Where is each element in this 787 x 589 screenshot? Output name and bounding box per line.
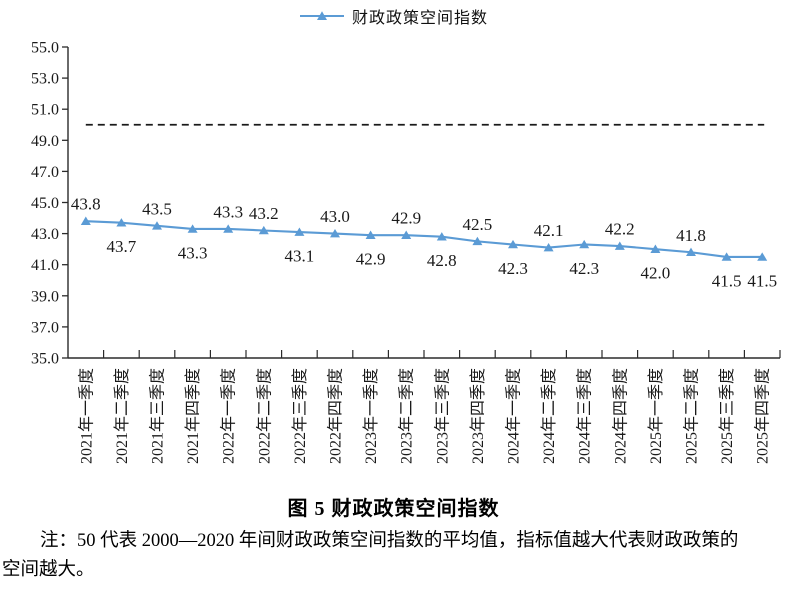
data-point-marker	[436, 232, 447, 241]
data-point-marker	[614, 241, 625, 250]
y-tick-label: 47.0	[31, 164, 59, 181]
data-point-label: 42.0	[641, 264, 671, 283]
x-category-label: 2021年四季度	[184, 368, 202, 464]
data-point-label: 41.8	[676, 226, 706, 245]
data-point-label: 43.5	[142, 199, 172, 218]
data-point-marker	[757, 252, 768, 261]
y-tick-label: 51.0	[31, 102, 59, 119]
figure-note: 注：50 代表 2000—2020 年间财政政策空间指数的平均值，指标值越大代表…	[2, 527, 785, 585]
data-point-label: 43.3	[213, 202, 243, 221]
series-line	[85, 220, 763, 258]
data-point-label: 43.8	[71, 195, 101, 214]
x-category-label: 2023年四季度	[469, 368, 487, 464]
x-axis-ticks	[102, 350, 781, 358]
data-point-label: 42.9	[356, 250, 386, 269]
data-point-marker	[365, 230, 376, 239]
y-tick-label: 35.0	[31, 351, 59, 368]
data-point-marker	[187, 224, 198, 233]
data-point-marker	[330, 229, 340, 238]
data-point-label: 42.1	[534, 221, 564, 240]
data-point-label: 43.0	[320, 207, 350, 226]
axes	[67, 47, 780, 359]
x-category-label: 2021年三季度	[149, 368, 167, 464]
chart-legend: 财政政策空间指数	[0, 4, 787, 28]
series-财政政策空间指数: 43.8 43.7 43.5 43.3 43.3 43.2 43.1 43.0 42.9 42.9…	[71, 195, 777, 291]
y-tick-label: 41.0	[31, 257, 59, 274]
data-point-marker	[80, 216, 91, 225]
data-point-marker	[152, 221, 162, 230]
data-point-marker	[223, 224, 234, 233]
x-category-label: 2025年一季度	[647, 368, 665, 464]
data-point-label: 42.9	[391, 209, 421, 228]
data-point-label: 42.2	[605, 220, 635, 239]
x-axis-labels: 2021年一季度 2021年二季度 2021年三季度 2021年四季度 2022年一季度…	[77, 368, 771, 464]
data-point-label: 42.8	[427, 251, 457, 270]
data-point-marker	[686, 247, 696, 257]
legend-label: 财政政策空间指数	[351, 10, 488, 27]
x-category-label: 2023年三季度	[433, 368, 451, 464]
y-tick-label: 39.0	[31, 288, 59, 305]
data-point-marker	[116, 218, 127, 227]
data-point-marker	[543, 242, 554, 252]
data-point-marker	[294, 227, 305, 236]
data-point-label: 41.5	[712, 271, 742, 290]
data-point-marker	[258, 225, 269, 235]
y-tick-label: 55.0	[31, 40, 59, 57]
data-point-marker	[579, 239, 590, 249]
figure-caption: 图 5 财政政策空间指数	[287, 498, 500, 520]
y-tick-label: 49.0	[31, 133, 59, 150]
data-point-marker	[650, 244, 661, 253]
data-point-label: 42.3	[569, 259, 599, 278]
data-point-label: 42.3	[498, 259, 528, 278]
note-line: 注：50 代表 2000—2020 年间财政政策空间指数的平均值，指标值越大代表…	[40, 531, 739, 551]
line-chart: 35.0 37.0 39.0 41.0 43.0 45.0 47.0 49.0 51.0 53.0…	[31, 40, 781, 464]
y-tick-label: 53.0	[31, 71, 59, 88]
data-point-label: 43.1	[285, 247, 315, 266]
data-point-marker	[401, 230, 412, 239]
x-category-label: 2025年四季度	[754, 368, 772, 464]
x-category-label: 2024年一季度	[505, 368, 523, 464]
x-category-label: 2024年四季度	[611, 368, 629, 464]
x-category-label: 2024年三季度	[576, 368, 594, 464]
data-point-marker	[508, 239, 518, 249]
data-point-marker	[721, 252, 732, 261]
x-category-label: 2022年四季度	[327, 368, 345, 464]
x-category-label: 2022年二季度	[255, 368, 273, 464]
data-point-label: 41.5	[747, 271, 777, 290]
data-point-label: 43.2	[249, 204, 279, 223]
y-tick-label: 45.0	[31, 195, 59, 212]
legend-line-marker-icon	[299, 11, 344, 20]
x-category-label: 2021年一季度	[77, 368, 95, 464]
note-line: 空间越大。	[2, 560, 95, 580]
x-category-label: 2023年一季度	[362, 368, 380, 464]
y-tick-label: 43.0	[31, 226, 59, 243]
x-category-label: 2024年二季度	[540, 368, 558, 464]
x-category-label: 2022年一季度	[220, 368, 238, 464]
data-point-label: 42.5	[463, 215, 493, 234]
data-point-label: 43.7	[107, 237, 137, 256]
data-point-marker	[472, 236, 483, 246]
x-category-label: 2025年二季度	[683, 368, 701, 464]
x-category-label: 2025年三季度	[718, 368, 736, 464]
x-category-label: 2021年二季度	[113, 368, 131, 464]
y-tick-label: 37.0	[31, 319, 59, 336]
y-axis-ticks: 35.0 37.0 39.0 41.0 43.0 45.0 47.0 49.0 51.0 53.0…	[31, 40, 68, 368]
x-category-label: 2023年二季度	[398, 368, 416, 464]
x-category-label: 2022年三季度	[291, 368, 309, 464]
data-point-label: 43.3	[178, 243, 208, 262]
